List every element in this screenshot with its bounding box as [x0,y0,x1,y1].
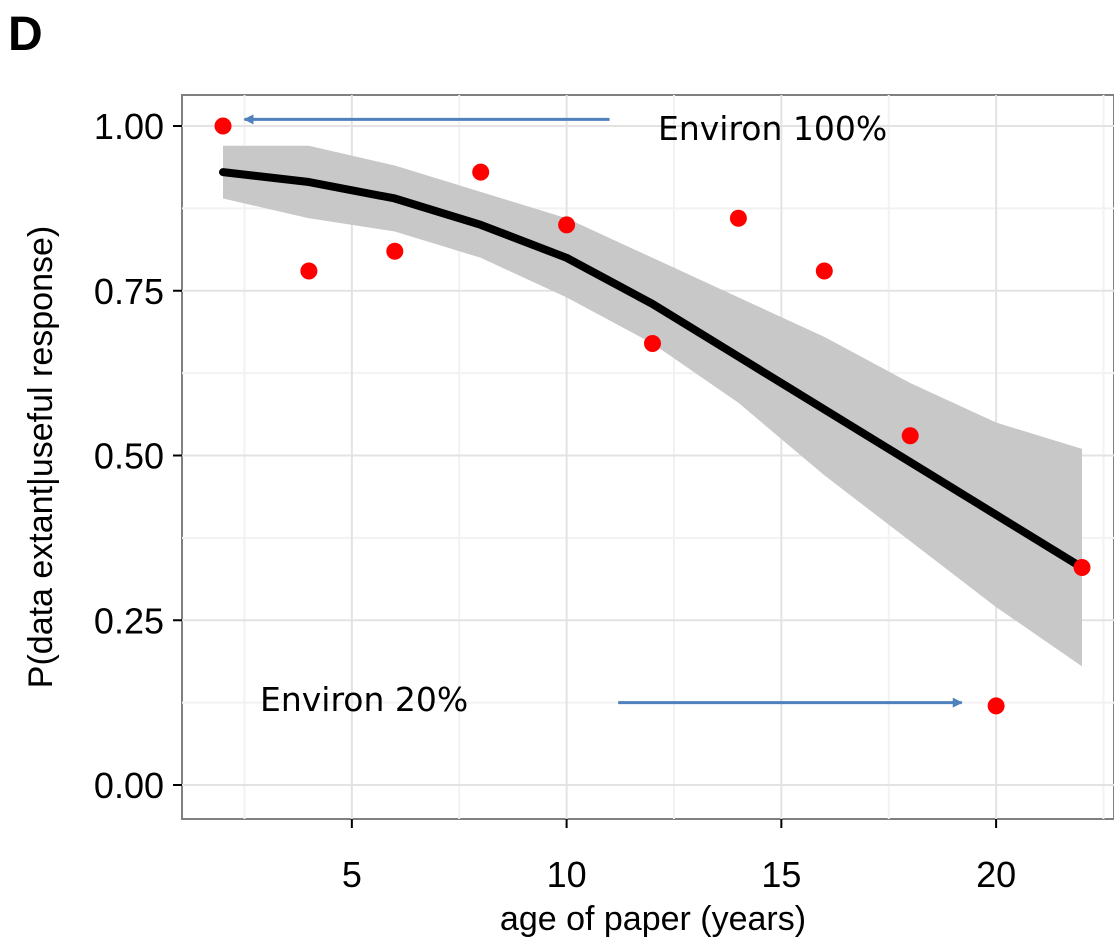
data-point [386,242,404,260]
data-point [729,209,747,227]
fit-line [219,168,1086,572]
x-tick-label: 10 [547,854,587,895]
annotation-environ-100: Environ 100% [658,109,887,148]
y-tick-label: 0.00 [94,765,164,806]
data-point [558,216,576,234]
annotation-environ-20: Environ 20% [260,680,468,719]
data-point [815,262,833,280]
data-point [300,262,318,280]
x-axis: 5 10 15 20 [342,819,1016,895]
data-point [644,334,661,352]
y-tick-label: 0.50 [94,436,164,477]
y-axis: 0.00 0.25 0.50 0.75 1.00 [94,106,182,806]
panel-label: D [8,8,43,61]
x-axis-title: age of paper (years) [500,900,806,938]
plot-panel [181,94,1114,820]
y-tick-label: 1.00 [94,106,164,147]
y-axis-title: P(data extant|useful response) [22,226,60,688]
annotations: Environ 100% Environ 20% [243,109,963,719]
x-tick-label: 5 [342,854,362,895]
data-point [1073,559,1091,577]
y-tick-label: 0.75 [94,271,164,312]
data-point [901,427,919,445]
data-point [987,697,1005,715]
confidence-band [223,145,1082,667]
data-point [214,117,232,135]
y-tick-label: 0.25 [94,600,164,641]
data-points [214,117,1091,715]
x-tick-label: 20 [976,854,1016,895]
data-point [472,163,490,181]
x-tick-label: 15 [761,854,801,895]
